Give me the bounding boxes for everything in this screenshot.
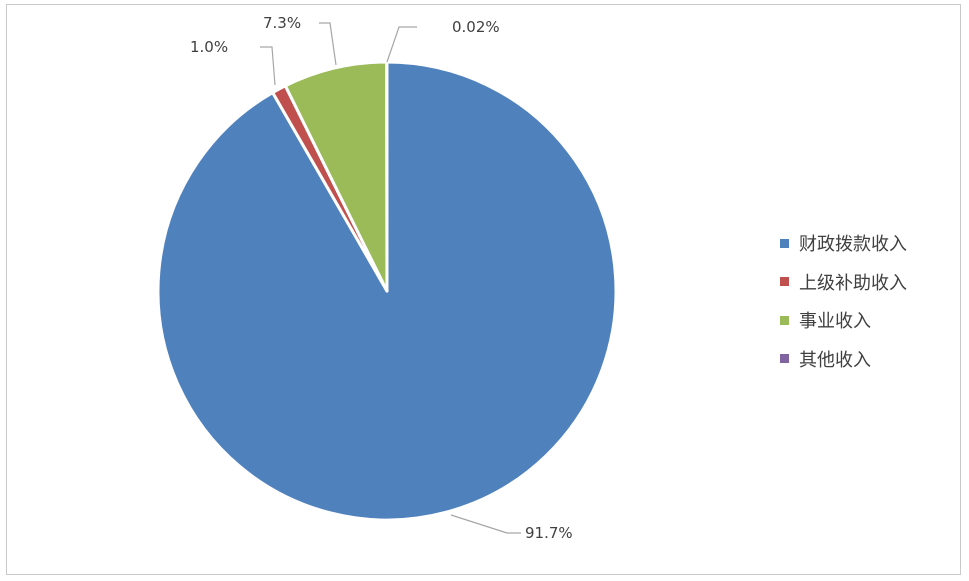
legend: 财政拨款收入 上级补助收入 事业收入 其他收入 [780, 224, 907, 378]
leader-line [386, 26, 417, 63]
legend-label: 其他收入 [799, 349, 871, 371]
leader-line [319, 22, 337, 66]
legend-label: 上级补助收入 [799, 272, 907, 294]
legend-swatch [780, 277, 789, 287]
legend-item-qita: 其他收入 [780, 340, 907, 379]
data-label: 91.7% [525, 524, 573, 542]
legend-label: 财政拨款收入 [799, 234, 907, 256]
data-label: 7.3% [263, 14, 301, 32]
legend-item-shiye: 事业收入 [780, 301, 907, 340]
legend-swatch [780, 238, 789, 248]
legend-item-caizheng: 财政拨款收入 [780, 224, 907, 263]
legend-swatch [780, 354, 789, 364]
legend-swatch [780, 315, 789, 325]
leader-line [450, 514, 521, 534]
leader-line [260, 46, 276, 86]
pie-chart: 91.7% 1.0% 7.3% 0.02% [156, 14, 618, 542]
data-label: 0.02% [452, 18, 500, 36]
pie-slice [283, 60, 389, 293]
chart-area: 91.7% 1.0% 7.3% 0.02% 财政拨款收入 上级补助收入 事业收入 其他… [6, 4, 961, 575]
legend-label: 事业收入 [799, 311, 871, 333]
legend-item-shangji: 上级补助收入 [780, 263, 907, 302]
data-label: 1.0% [190, 38, 228, 56]
